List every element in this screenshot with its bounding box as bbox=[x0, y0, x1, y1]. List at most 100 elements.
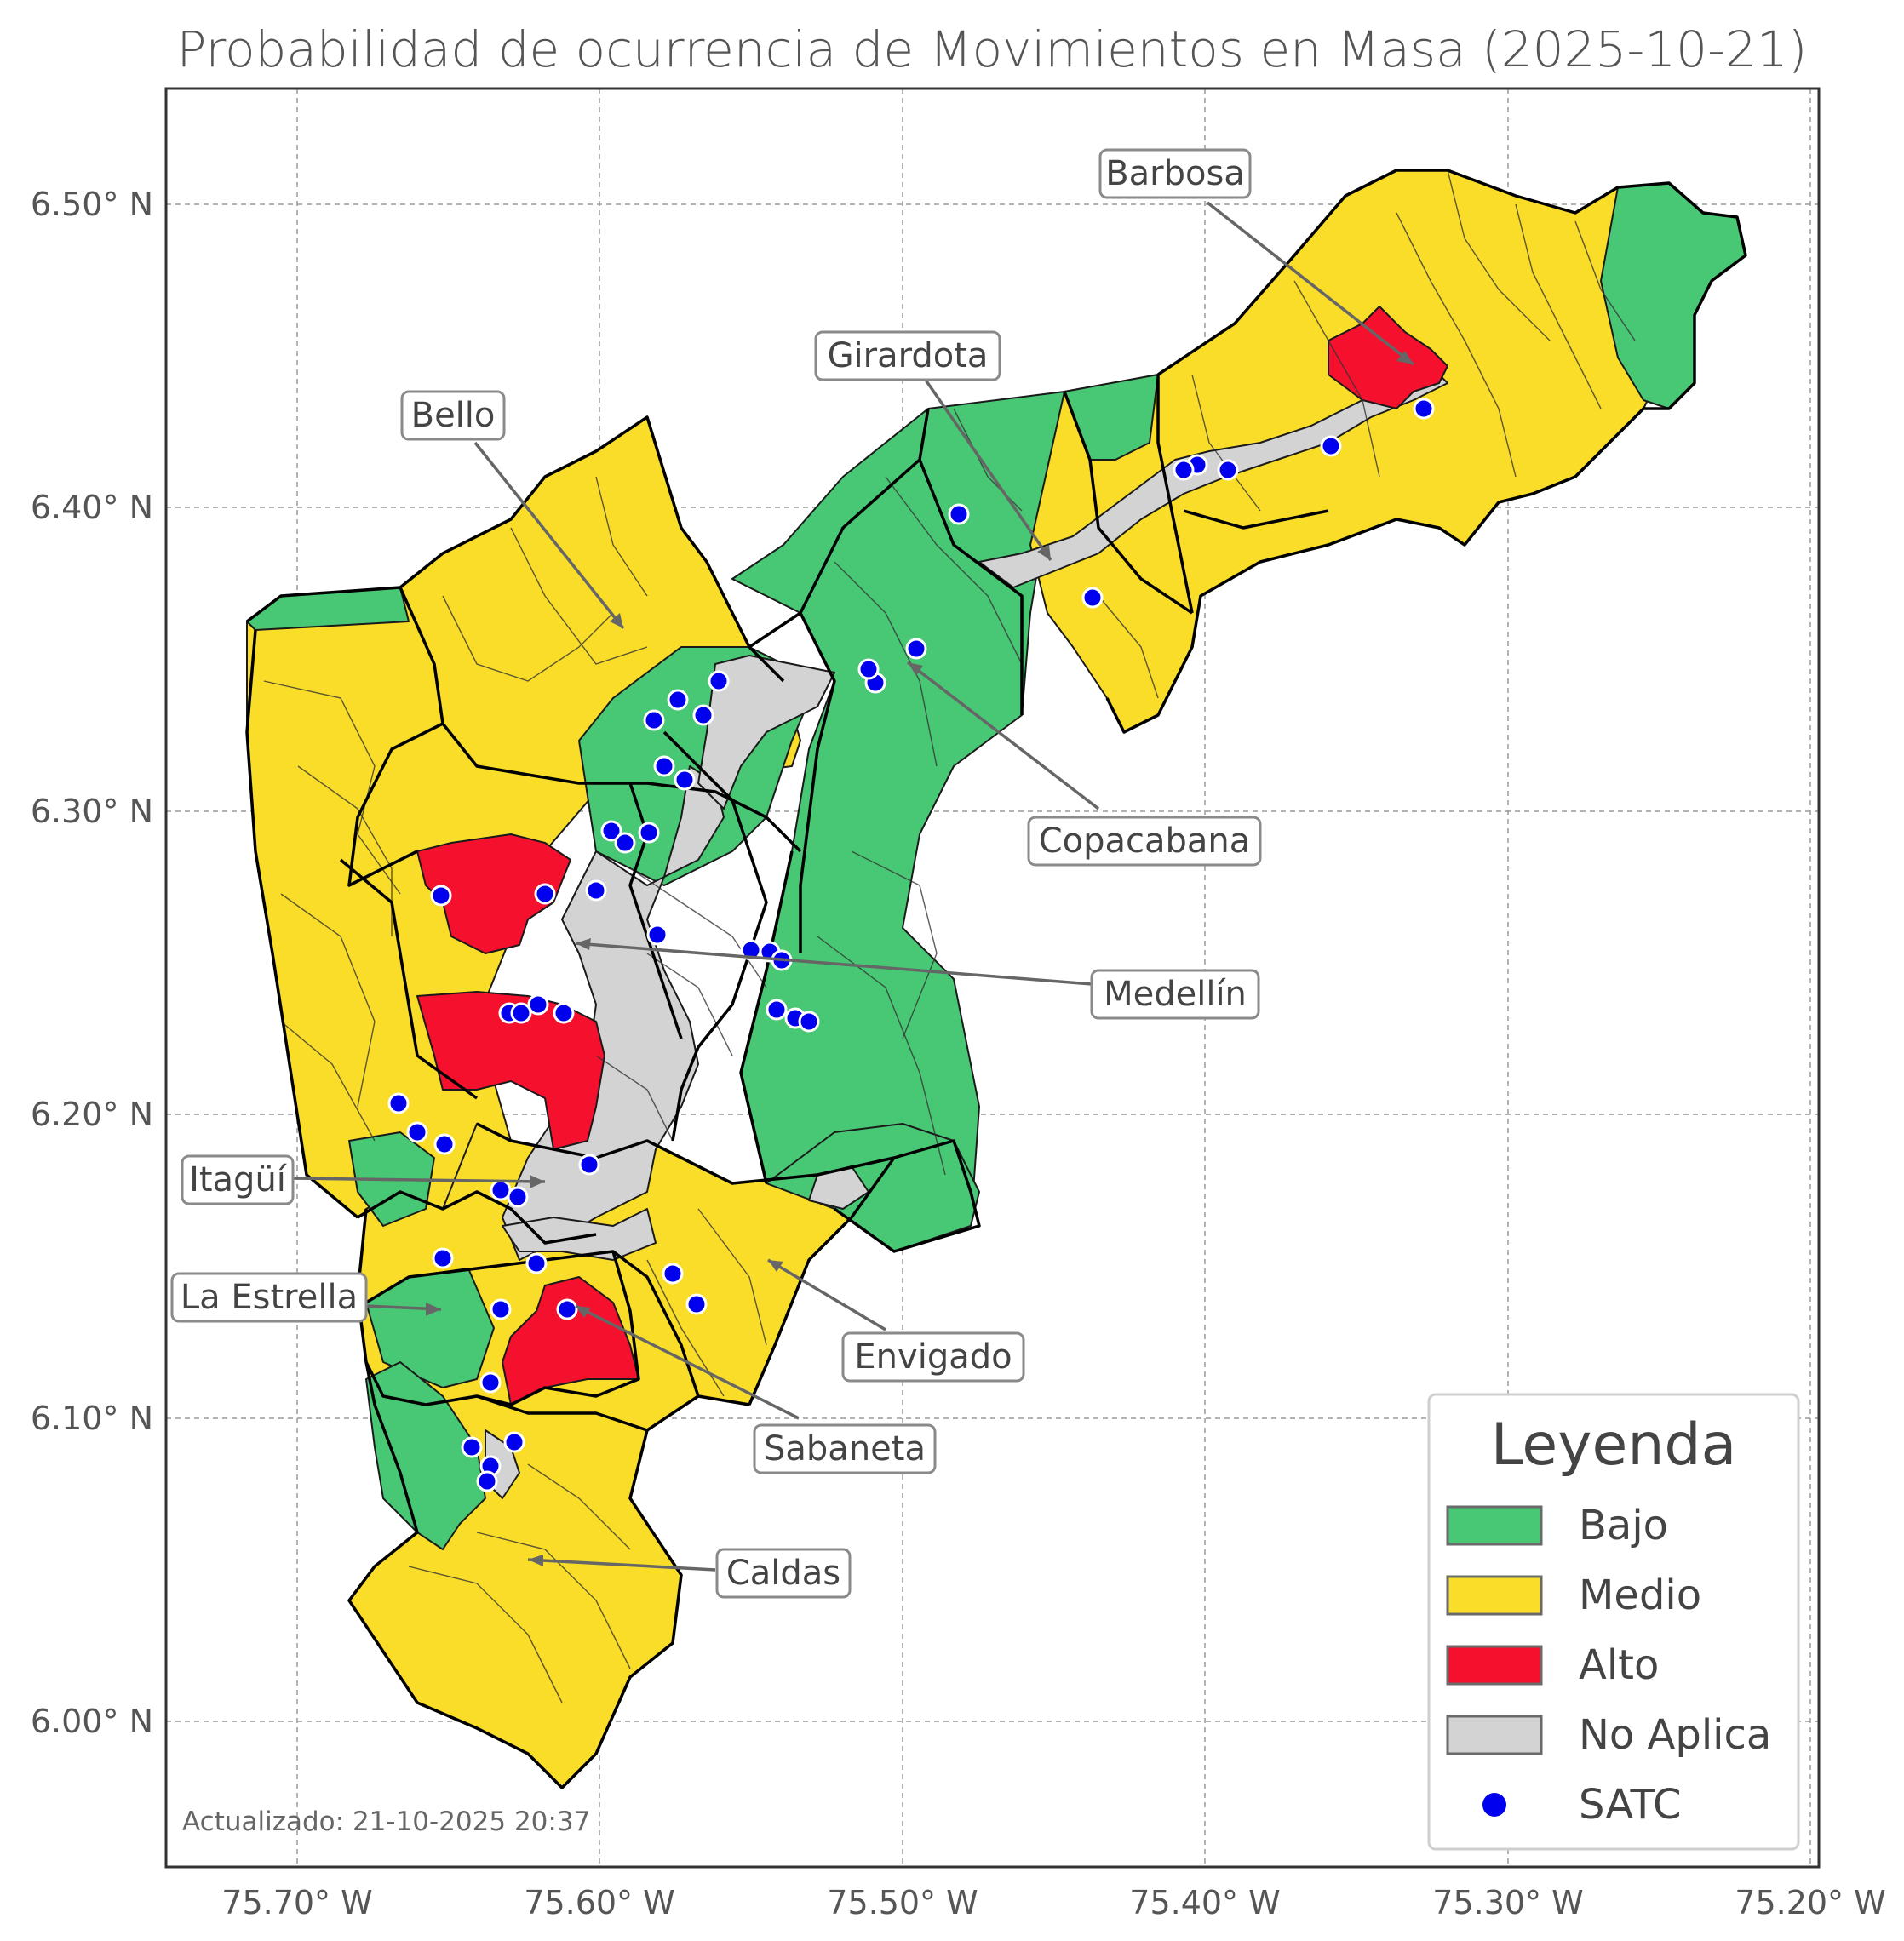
inner-boundaries bbox=[263, 169, 1636, 1703]
legend-marker-satc bbox=[1482, 1793, 1506, 1817]
svg-text:75.50° W: 75.50° W bbox=[827, 1884, 978, 1921]
satc-station bbox=[553, 1002, 575, 1024]
svg-text:75.60° W: 75.60° W bbox=[524, 1884, 674, 1921]
satc-station bbox=[653, 755, 675, 777]
satc-station bbox=[503, 1431, 525, 1453]
svg-text:Copacabana: Copacabana bbox=[1039, 822, 1251, 861]
label-girardota: Girardota bbox=[814, 330, 1001, 381]
svg-text:Medellín: Medellín bbox=[1104, 975, 1247, 1014]
legend-label-alto: Alto bbox=[1579, 1641, 1659, 1689]
map-title: Probabilidad de ocurrencia de Movimiento… bbox=[177, 20, 1808, 78]
satc-station bbox=[643, 709, 665, 731]
region-alto-sabaneta bbox=[502, 1276, 639, 1406]
municipality-boundaries bbox=[245, 169, 1747, 1789]
legend-swatch-medio bbox=[1446, 1575, 1543, 1616]
update-timestamp: Actualizado: 21-10-2025 20:37 bbox=[182, 1806, 590, 1837]
svg-text:75.70° W: 75.70° W bbox=[221, 1884, 372, 1921]
satc-station bbox=[674, 769, 696, 791]
satc-stations bbox=[387, 398, 1435, 1492]
satc-station bbox=[638, 822, 660, 844]
satc-station bbox=[556, 1298, 578, 1320]
y-axis-ticks: 6.50° N 6.40° N 6.30° N 6.20° N 6.10° N … bbox=[31, 186, 153, 1740]
svg-text:6.40° N: 6.40° N bbox=[31, 489, 153, 526]
satc-station bbox=[534, 883, 556, 905]
satc-station bbox=[510, 1002, 532, 1024]
label-leaders bbox=[292, 201, 1415, 1572]
satc-station bbox=[692, 704, 714, 726]
label-copacabana: Copacabana bbox=[1027, 816, 1262, 867]
satc-station bbox=[387, 1092, 410, 1114]
satc-station bbox=[525, 1252, 548, 1274]
satc-station bbox=[430, 885, 452, 907]
svg-text:Envigado: Envigado bbox=[854, 1337, 1012, 1377]
satc-station bbox=[507, 1186, 529, 1208]
satc-station bbox=[1217, 459, 1239, 481]
region-no-aplica-south bbox=[502, 1208, 657, 1261]
label-envigado: Envigado bbox=[841, 1331, 1025, 1383]
legend-label-satc: SATC bbox=[1579, 1781, 1682, 1829]
satc-station bbox=[600, 820, 622, 842]
satc-station bbox=[905, 638, 927, 660]
svg-text:Bello: Bello bbox=[411, 396, 496, 435]
svg-text:Sabaneta: Sabaneta bbox=[764, 1429, 926, 1469]
svg-text:Caldas: Caldas bbox=[726, 1554, 840, 1593]
region-alto-barbosa bbox=[1328, 306, 1448, 409]
satc-station bbox=[948, 503, 970, 525]
satc-station bbox=[585, 879, 607, 902]
label-itagui: Itagüí bbox=[181, 1154, 295, 1205]
satc-station bbox=[1081, 587, 1104, 609]
map-frame bbox=[164, 87, 1821, 1869]
satc-station bbox=[646, 924, 668, 946]
satc-station bbox=[662, 1263, 684, 1285]
legend-label-medio: Medio bbox=[1579, 1572, 1701, 1619]
legend-label-no-aplica: No Aplica bbox=[1579, 1711, 1771, 1759]
satc-station bbox=[798, 1011, 820, 1033]
region-bajo-caldas bbox=[365, 1361, 486, 1550]
svg-text:6.30° N: 6.30° N bbox=[31, 793, 153, 830]
legend-swatch-alto bbox=[1446, 1645, 1543, 1686]
satc-station bbox=[527, 993, 549, 1016]
satc-station bbox=[708, 670, 730, 692]
satc-station bbox=[685, 1293, 708, 1315]
svg-text:La Estrella: La Estrella bbox=[181, 1278, 358, 1317]
satc-station bbox=[433, 1133, 456, 1155]
satc-station bbox=[432, 1247, 454, 1269]
satc-station bbox=[406, 1121, 428, 1143]
label-sabaneta: Sabaneta bbox=[753, 1423, 937, 1474]
svg-text:Barbosa: Barbosa bbox=[1105, 154, 1245, 193]
label-caldas: Caldas bbox=[715, 1548, 852, 1599]
satc-station bbox=[857, 658, 880, 680]
label-bello: Bello bbox=[400, 390, 506, 441]
label-medellin: Medellín bbox=[1090, 969, 1260, 1020]
svg-text:Itagüí: Itagüí bbox=[189, 1160, 288, 1200]
svg-text:75.40° W: 75.40° W bbox=[1129, 1884, 1280, 1921]
legend-title: Leyenda bbox=[1491, 1411, 1737, 1479]
municipality-labels: Barbosa Girardota Bello Copacabana Medel… bbox=[170, 148, 1262, 1599]
svg-text:6.20° N: 6.20° N bbox=[31, 1096, 153, 1133]
satc-station bbox=[1413, 398, 1435, 420]
satc-station bbox=[766, 999, 788, 1021]
legend-swatch-bajo bbox=[1446, 1505, 1543, 1546]
risk-regions bbox=[246, 169, 1746, 1789]
satc-station bbox=[578, 1154, 600, 1176]
svg-text:75.20° W: 75.20° W bbox=[1735, 1884, 1885, 1921]
svg-text:6.00° N: 6.00° N bbox=[31, 1703, 153, 1740]
legend-label-bajo: Bajo bbox=[1579, 1502, 1668, 1549]
svg-text:75.30° W: 75.30° W bbox=[1432, 1884, 1583, 1921]
label-barbosa: Barbosa bbox=[1098, 148, 1252, 199]
svg-text:6.10° N: 6.10° N bbox=[31, 1400, 153, 1437]
svg-text:Girardota: Girardota bbox=[828, 336, 989, 375]
satc-station bbox=[1320, 435, 1342, 457]
satc-station bbox=[476, 1470, 498, 1492]
legend: Leyenda Bajo Medio Alto No Aplica SATC bbox=[1427, 1393, 1800, 1851]
satc-station bbox=[490, 1298, 512, 1320]
satc-station bbox=[1173, 459, 1195, 481]
satc-station bbox=[614, 832, 636, 854]
label-la-estrella: La Estrella bbox=[170, 1272, 368, 1323]
region-no-aplica-corridor bbox=[697, 655, 835, 810]
satc-station bbox=[479, 1371, 502, 1394]
satc-station bbox=[667, 689, 689, 711]
svg-text:6.50° N: 6.50° N bbox=[31, 186, 153, 223]
satc-station bbox=[461, 1436, 483, 1458]
